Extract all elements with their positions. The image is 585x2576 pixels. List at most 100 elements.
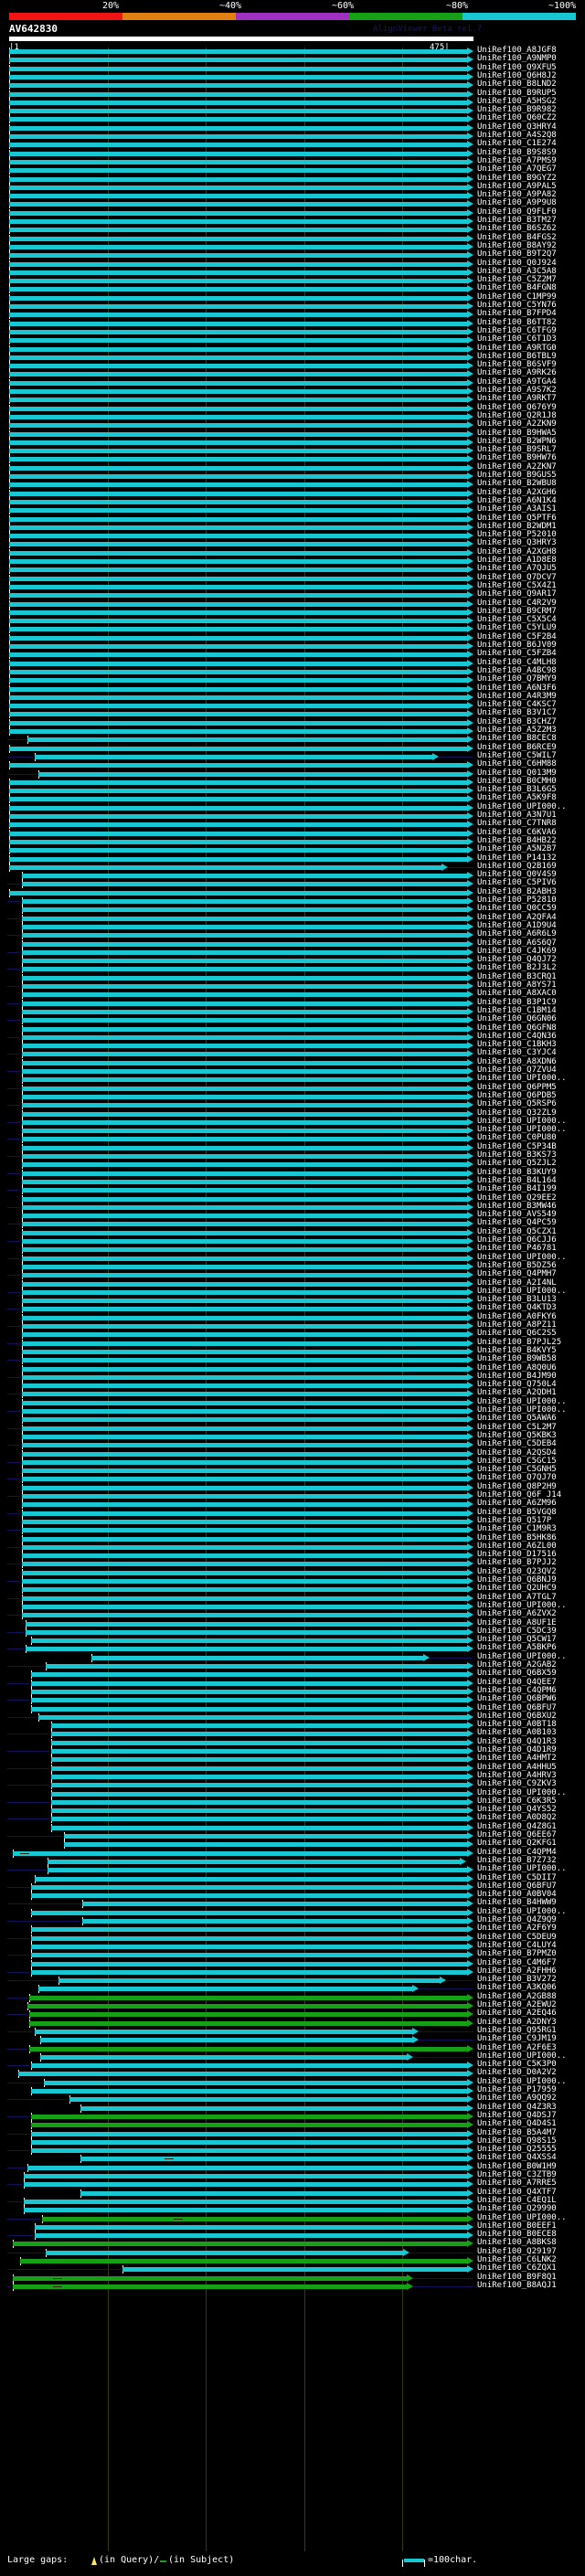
list-item[interactable]: UniRef100_Q8P2H9 <box>477 1482 557 1491</box>
list-item[interactable]: UniRef100_B2WPN6 <box>477 437 557 446</box>
hsp-bar[interactable] <box>31 1681 467 1686</box>
list-item[interactable]: UniRef100_B8CEC8 <box>477 734 557 743</box>
hsp-bar[interactable] <box>22 933 467 938</box>
list-item[interactable]: UniRef100_B7PJJ2 <box>477 1558 557 1567</box>
list-item[interactable]: UniRef100_Q4XTF7 <box>477 2188 557 2197</box>
table-row[interactable] <box>0 515 585 524</box>
list-item[interactable]: UniRef100_A0BT18 <box>477 1720 557 1729</box>
list-item[interactable]: UniRef100_C5DC39 <box>477 1627 557 1636</box>
hsp-bar[interactable] <box>9 228 467 232</box>
table-row[interactable] <box>0 2155 585 2163</box>
table-row[interactable] <box>0 1255 585 1263</box>
list-item[interactable]: UniRef100_Q4QEE7 <box>477 1678 557 1687</box>
table-row[interactable] <box>0 609 585 617</box>
hsp-bar[interactable] <box>22 1511 467 1516</box>
table-row[interactable] <box>0 2274 585 2283</box>
list-item[interactable]: UniRef100_P17959 <box>477 2085 557 2094</box>
list-item[interactable]: UniRef100_Q95RG1 <box>477 2026 557 2035</box>
table-row[interactable] <box>0 931 585 939</box>
hsp-bar[interactable] <box>22 1562 467 1566</box>
list-item[interactable]: UniRef100_B6SVF9 <box>477 360 557 369</box>
hsp-bar[interactable] <box>80 2106 467 2111</box>
table-row[interactable] <box>0 2172 585 2180</box>
list-item[interactable]: UniRef100_B5HK86 <box>477 1533 557 1542</box>
list-item[interactable]: UniRef100_C5DEU9 <box>477 1933 557 1942</box>
list-item[interactable]: UniRef100_P52010 <box>477 530 557 539</box>
list-item[interactable]: UniRef100_Q6F J14 <box>477 1490 562 1500</box>
list-item[interactable]: UniRef100_C5DII7 <box>477 1873 557 1882</box>
list-item[interactable]: UniRef100_B4KVY5 <box>477 1346 557 1355</box>
table-row[interactable] <box>0 311 585 319</box>
list-item[interactable]: UniRef100_C4M6F7 <box>477 1958 557 1967</box>
list-item[interactable]: UniRef100_UPI000.. <box>477 1117 567 1126</box>
table-row[interactable] <box>0 1415 585 1424</box>
table-row[interactable] <box>0 694 585 702</box>
hsp-bar[interactable] <box>9 567 467 572</box>
list-item[interactable]: UniRef100_Q29EE2 <box>477 1193 557 1203</box>
hsp-bar[interactable] <box>40 2055 407 2060</box>
list-item[interactable]: UniRef100_C5X4Z1 <box>477 581 557 590</box>
hsp-bar[interactable] <box>22 1027 467 1032</box>
table-row[interactable] <box>0 2231 585 2240</box>
hsp-bar[interactable] <box>9 729 467 734</box>
list-item[interactable]: UniRef100_A9TGA4 <box>477 377 557 387</box>
list-item[interactable]: UniRef100_Q5PTF6 <box>477 514 557 523</box>
list-item[interactable]: UniRef100_C5F2B4 <box>477 632 557 641</box>
list-item[interactable]: UniRef100_A7RRE5 <box>477 2178 557 2188</box>
list-item[interactable]: UniRef100_A3C5A8 <box>477 267 557 276</box>
list-item[interactable]: UniRef100_C5FZB4 <box>477 649 557 658</box>
hsp-bar[interactable] <box>22 1307 467 1311</box>
list-item[interactable]: UniRef100_Q5ZJL2 <box>477 1159 557 1168</box>
table-row[interactable] <box>0 506 585 514</box>
list-item[interactable]: UniRef100_UPI000.. <box>477 802 567 811</box>
hsp-bar[interactable] <box>51 1732 467 1736</box>
list-item[interactable]: UniRef100_C0PU80 <box>477 1133 557 1142</box>
table-row[interactable] <box>0 1535 585 1543</box>
list-item[interactable]: UniRef100_C3YJC4 <box>477 1048 557 1057</box>
hsp-bar[interactable] <box>31 1953 467 1957</box>
table-row[interactable] <box>0 660 585 668</box>
table-row[interactable] <box>0 1161 585 1169</box>
hsp-bar[interactable] <box>35 2233 467 2238</box>
list-item[interactable]: UniRef100_Q9XFU5 <box>477 63 557 72</box>
hsp-bar[interactable] <box>9 695 467 700</box>
hsp-bar[interactable] <box>9 610 467 615</box>
list-item[interactable]: UniRef100_A7PMS9 <box>477 156 557 165</box>
list-item[interactable]: UniRef100_A2QFA4 <box>477 913 557 922</box>
list-item[interactable]: UniRef100_C4LUY4 <box>477 1941 557 1950</box>
list-item[interactable]: UniRef100_A2ZKN7 <box>477 462 557 472</box>
list-item[interactable]: UniRef100_A6S6Q7 <box>477 938 557 948</box>
hsp-bar[interactable] <box>91 1656 423 1660</box>
table-row[interactable] <box>0 2249 585 2257</box>
list-item[interactable]: UniRef100_B4I199 <box>477 1184 557 1193</box>
table-row[interactable] <box>0 1577 585 1585</box>
hsp-bar[interactable] <box>22 1553 467 1558</box>
list-item[interactable]: UniRef100_B9HWA5 <box>477 429 557 438</box>
table-row[interactable] <box>0 362 585 370</box>
hsp-bar[interactable] <box>9 134 467 139</box>
table-row[interactable] <box>0 1552 585 1560</box>
table-row[interactable] <box>0 1450 585 1458</box>
list-item[interactable]: UniRef100_B3V272 <box>477 1975 557 1984</box>
table-row[interactable] <box>0 1042 585 1050</box>
list-item[interactable]: UniRef100_UPI000.. <box>477 2077 567 2086</box>
list-item[interactable]: UniRef100_Q7DCV7 <box>477 573 557 582</box>
hsp-bar[interactable] <box>22 1120 467 1125</box>
hsp-bar[interactable] <box>46 1664 467 1669</box>
list-item[interactable]: UniRef100_A9RKT7 <box>477 394 557 403</box>
hsp-bar[interactable] <box>35 2030 412 2034</box>
list-item[interactable]: UniRef100_A1D8E8 <box>477 556 557 565</box>
table-row[interactable] <box>0 617 585 625</box>
list-item[interactable]: UniRef100_B3L6G5 <box>477 785 557 794</box>
table-row[interactable] <box>0 1773 585 1781</box>
hsp-bar[interactable] <box>9 160 467 164</box>
hsp-bar[interactable] <box>13 1851 467 1856</box>
table-row[interactable] <box>0 1322 585 1330</box>
hsp-bar[interactable] <box>22 1486 467 1490</box>
list-item[interactable]: UniRef100_Q25555 <box>477 2145 557 2154</box>
table-row[interactable] <box>0 277 585 285</box>
list-item[interactable]: UniRef100_A0B103 <box>477 1728 557 1737</box>
table-row[interactable] <box>0 583 585 591</box>
hsp-bar[interactable] <box>9 101 467 105</box>
list-item[interactable]: UniRef100_Q7ZVU4 <box>477 1065 557 1075</box>
